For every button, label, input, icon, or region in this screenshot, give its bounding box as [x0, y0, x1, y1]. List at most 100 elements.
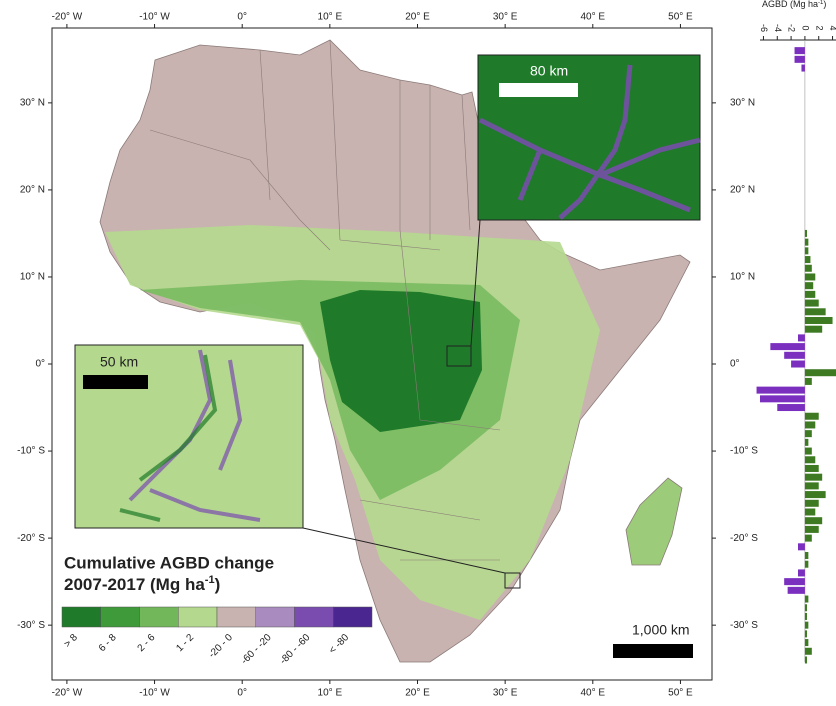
side-title-end: ) — [823, 0, 826, 9]
lon-tick-label: 40° E — [581, 12, 606, 23]
side-bar — [804, 290, 816, 298]
side-bar — [804, 456, 816, 464]
side-bar — [804, 412, 819, 420]
lat-tick-label: 0° — [35, 359, 45, 370]
lat-tick-label: -20° S — [17, 533, 45, 544]
side-bar — [804, 369, 836, 377]
side-title-text: AGBD (Mg ha — [762, 0, 818, 9]
legend-swatch — [61, 606, 101, 628]
side-tick-label: -2 — [787, 24, 797, 32]
lat-tick-label: 10° N — [20, 272, 45, 283]
side-bar — [804, 316, 833, 324]
side-tick-label: -4 — [773, 24, 783, 32]
side-bar — [804, 517, 823, 525]
lat-tick-label: 30° N — [730, 98, 755, 109]
borders — [149, 39, 501, 561]
lon-tick-label: 10° E — [318, 688, 343, 699]
inset-south-green — [119, 354, 218, 522]
side-bar — [804, 595, 809, 603]
side-tick-label: -6 — [759, 24, 769, 32]
lon-tick-label: 20° E — [405, 688, 430, 699]
side-bar — [777, 404, 805, 412]
side-bar — [804, 229, 807, 237]
side-bar — [770, 343, 805, 351]
lat-tick-label: 20° N — [730, 185, 755, 196]
side-bar — [791, 360, 805, 368]
side-bar — [804, 264, 812, 272]
side-title: AGBD (Mg ha-1) — [762, 0, 826, 9]
inset-north-streaks — [478, 64, 701, 220]
lon-tick-label: -20° W — [52, 688, 83, 699]
side-tick-label: 4 — [828, 25, 836, 30]
side-bar — [801, 64, 805, 72]
lon-tick-label: 50° E — [668, 12, 693, 23]
inset-south-scale-label: 50 km — [100, 354, 138, 370]
side-bar — [804, 377, 812, 385]
lon-tick-label: -10° W — [139, 12, 170, 23]
side-bar — [804, 491, 826, 499]
side-bar — [804, 612, 807, 620]
lat-tick-label: -10° S — [730, 446, 758, 457]
legend-title-units: 2007-2017 (Mg ha — [64, 575, 205, 594]
lon-tick-label: 30° E — [493, 12, 518, 23]
lat-tick-label: -10° S — [17, 446, 45, 457]
side-bar — [787, 586, 805, 594]
lat-tick-label: 20° N — [20, 185, 45, 196]
legend-title-sup: -1 — [205, 574, 215, 586]
legend-swatch — [255, 606, 295, 628]
legend-swatch — [139, 606, 179, 628]
side-bar — [784, 578, 805, 586]
lat-tick-label: -20° S — [730, 533, 758, 544]
side-bar — [784, 351, 805, 359]
lon-tick-label: 30° E — [493, 688, 518, 699]
lon-tick-label: 40° E — [581, 688, 606, 699]
side-bar — [804, 647, 812, 655]
side-tick-label: 0 — [801, 25, 811, 30]
side-bar — [804, 238, 809, 246]
legend-swatch — [178, 606, 218, 628]
side-bar — [804, 560, 809, 568]
side-bar — [804, 247, 809, 255]
side-bar — [804, 552, 809, 560]
side-bar — [804, 438, 809, 446]
inset-south-leader — [302, 527, 506, 574]
lon-tick-label: 0° — [237, 688, 247, 699]
legend-title-line2: 2007-2017 (Mg ha-1) — [64, 574, 220, 595]
legend-swatch — [100, 606, 140, 628]
lat-tick-label: 0° — [730, 359, 740, 370]
inset-south — [74, 344, 304, 529]
legend-title: Cumulative AGBD change — [64, 553, 274, 572]
inset-north-leader — [470, 219, 481, 347]
lat-tick-label: 30° N — [20, 98, 45, 109]
side-bar — [804, 273, 816, 281]
side-bar — [798, 569, 805, 577]
side-bar — [804, 325, 823, 333]
lon-tick-label: -20° W — [52, 12, 83, 23]
inset-north-scalebar — [499, 83, 578, 97]
side-bar — [804, 256, 811, 264]
legend-title-end: ) — [215, 575, 221, 594]
side-bar — [798, 334, 805, 342]
side-bar — [794, 55, 805, 63]
side-bar — [794, 47, 805, 55]
scale-bar-label: 1,000 km — [632, 622, 690, 638]
lat-tick-label: -30° S — [17, 620, 45, 631]
side-bar — [804, 430, 812, 438]
side-bar — [798, 543, 805, 551]
side-bar — [804, 447, 812, 455]
lat-tick-label: -30° S — [730, 620, 758, 631]
side-bar — [804, 604, 807, 612]
side-title-sup: -1 — [818, 0, 824, 6]
side-bar — [804, 282, 814, 290]
inset-south-scalebar — [83, 375, 148, 389]
legend-swatch — [294, 606, 334, 628]
side-bar — [804, 508, 816, 516]
legend-swatch — [333, 606, 373, 628]
side-bar — [804, 421, 816, 429]
lon-tick-label: 0° — [237, 12, 247, 23]
side-bar — [804, 308, 826, 316]
side-bar — [804, 299, 819, 307]
lat-tick-label: 10° N — [730, 272, 755, 283]
side-bar — [804, 534, 812, 542]
